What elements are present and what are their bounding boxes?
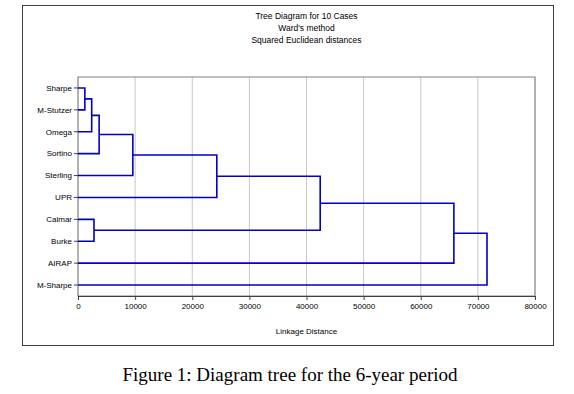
leaf-tick <box>74 87 78 88</box>
plot-frame <box>78 77 535 296</box>
x-tick-label: 50000 <box>353 302 376 311</box>
figure-caption: Figure 1: Diagram tree for the 6-year pe… <box>122 364 458 385</box>
x-tick-mark <box>78 296 79 300</box>
leaf-tick <box>74 241 78 242</box>
leaf-tick <box>74 197 78 198</box>
leaf-tick <box>74 131 78 132</box>
x-tick-mark <box>364 296 365 300</box>
x-tick: 20000 <box>182 296 205 311</box>
x-tick-label: 10000 <box>125 302 148 311</box>
chart-subtitle: Squared Euclidean distances <box>251 35 361 45</box>
merge-link <box>78 115 99 153</box>
leaf-label: Sterling <box>45 171 72 180</box>
leaf-tick <box>74 175 78 176</box>
x-tick: 30000 <box>239 296 262 311</box>
chart-border <box>23 6 554 346</box>
grid <box>78 77 535 296</box>
merge-link <box>78 203 454 263</box>
leaf-label: UPR <box>55 193 72 202</box>
x-tick: 80000 <box>524 296 547 311</box>
grid-line <box>477 77 478 296</box>
x-axis: 0 10000 20000 30000 40000 50000 60000 70000 8000… <box>76 296 547 311</box>
merge-link <box>78 155 217 197</box>
x-tick-label: 70000 <box>467 302 490 311</box>
leaf-label: Burke <box>51 237 72 246</box>
leaf-tick <box>74 219 78 220</box>
leaf-tick <box>74 109 78 110</box>
x-tick: 60000 <box>410 296 433 311</box>
leaf-label: AIRAP <box>48 259 72 268</box>
x-tick-label: 40000 <box>296 302 319 311</box>
leaf-tick <box>74 285 78 286</box>
x-tick: 70000 <box>467 296 490 311</box>
x-tick-label: 80000 <box>524 302 547 311</box>
leaf-label: Sharpe <box>46 84 72 93</box>
x-tick-mark <box>478 296 479 300</box>
x-axis-title: Linkage Distance <box>276 327 338 336</box>
x-tick-label: 30000 <box>239 302 262 311</box>
x-tick-label: 60000 <box>410 302 433 311</box>
leaf-tick <box>74 263 78 264</box>
figure: Tree Diagram for 10 Cases Ward's method Sq… <box>0 0 574 394</box>
merge-link <box>94 176 320 230</box>
x-tick-mark <box>192 296 193 300</box>
x-tick-mark <box>307 296 308 300</box>
leaf-label: Omega <box>46 128 73 137</box>
x-tick: 10000 <box>125 296 148 311</box>
x-tick-mark <box>135 296 136 300</box>
merge-link <box>78 99 92 132</box>
x-tick: 50000 <box>353 296 376 311</box>
x-tick-mark <box>249 296 250 300</box>
leaf-label: Calmar <box>46 215 72 224</box>
x-tick-mark <box>535 296 536 300</box>
x-tick-label: 20000 <box>182 302 205 311</box>
chart-title: Tree Diagram for 10 Cases <box>255 11 357 21</box>
x-tick-label: 0 <box>76 302 81 311</box>
x-tick: 40000 <box>296 296 319 311</box>
leaf-label: Sortino <box>47 149 73 158</box>
merge-link <box>78 88 85 110</box>
x-tick: 0 <box>76 296 81 311</box>
chart-subtitle: Ward's method <box>278 23 335 33</box>
merge-link <box>78 134 133 175</box>
leaf-label: M-Sharpe <box>37 281 73 290</box>
merge-link <box>78 233 487 285</box>
x-tick-mark <box>421 296 422 300</box>
merge-link <box>78 219 94 241</box>
leaf-label: M-Stutzer <box>37 106 72 115</box>
leaf-tick <box>74 153 78 154</box>
dendrogram <box>78 88 487 285</box>
